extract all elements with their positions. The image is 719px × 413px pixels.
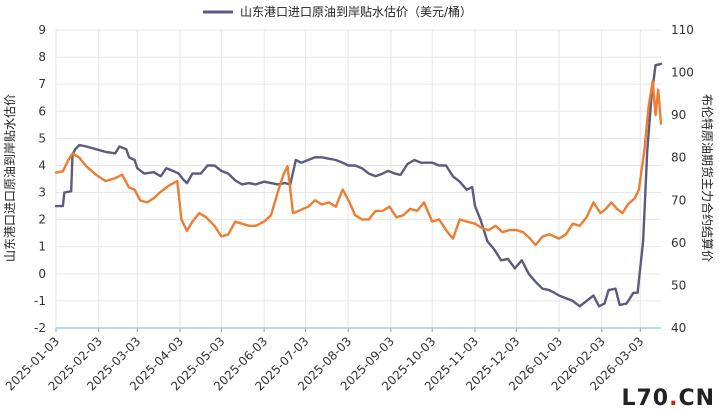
- x-axis-ticks: 2025-01-032025-02-032025-03-032025-04-03…: [3, 334, 647, 393]
- y-tick-right: 60: [671, 236, 686, 250]
- y-tick-right: 100: [671, 66, 694, 80]
- y-tick-right: 70: [671, 193, 686, 207]
- grid: [55, 29, 661, 329]
- axes: [55, 327, 661, 332]
- y-tick-left: 0: [38, 267, 46, 281]
- watermark-dot: .: [669, 386, 679, 411]
- y-tick-right: 110: [671, 23, 694, 37]
- y-tick-right: 50: [671, 278, 686, 292]
- y-tick-left: 1: [38, 240, 46, 254]
- y-tick-left: 4: [38, 158, 46, 172]
- y-axis-left-title: 山东港口进口原油到岸贴水估价: [3, 94, 17, 262]
- series-lines: [54, 62, 663, 308]
- y-tick-left: 7: [38, 77, 46, 91]
- series-line-1: [54, 62, 663, 308]
- watermark-text-1: L70: [621, 386, 670, 411]
- y-tick-right: 40: [671, 321, 686, 335]
- y-tick-left: 8: [38, 50, 46, 64]
- right-axis-ticks: 40 50 60 70 80 90 100 110: [671, 23, 694, 335]
- y-tick-right: 90: [671, 108, 686, 122]
- y-axis-right-title: 布伦特原油期货主力合约结算价: [700, 94, 715, 262]
- series-line-2: [54, 79, 663, 247]
- y-tick-left: 5: [38, 131, 46, 145]
- y-tick-left: 3: [38, 186, 46, 200]
- legend: 山东港口进口原油到岸贴水估价（美元/桶）: [203, 4, 472, 19]
- y-tick-left: 2: [38, 213, 46, 227]
- y-tick-left: 9: [38, 23, 46, 37]
- legend-label-series-1: 山东港口进口原油到岸贴水估价（美元/桶）: [240, 4, 472, 19]
- y-tick-left: -2: [34, 321, 46, 335]
- watermark-text-2: CN: [678, 386, 715, 411]
- y-tick-left: -1: [34, 294, 46, 308]
- left-axis-ticks: -2 -1 0 1 2 3 4 5 6 7 8 9: [34, 23, 46, 335]
- y-tick-right: 80: [671, 151, 686, 165]
- y-tick-left: 6: [38, 104, 46, 118]
- watermark-logo: L70.CN: [621, 386, 715, 411]
